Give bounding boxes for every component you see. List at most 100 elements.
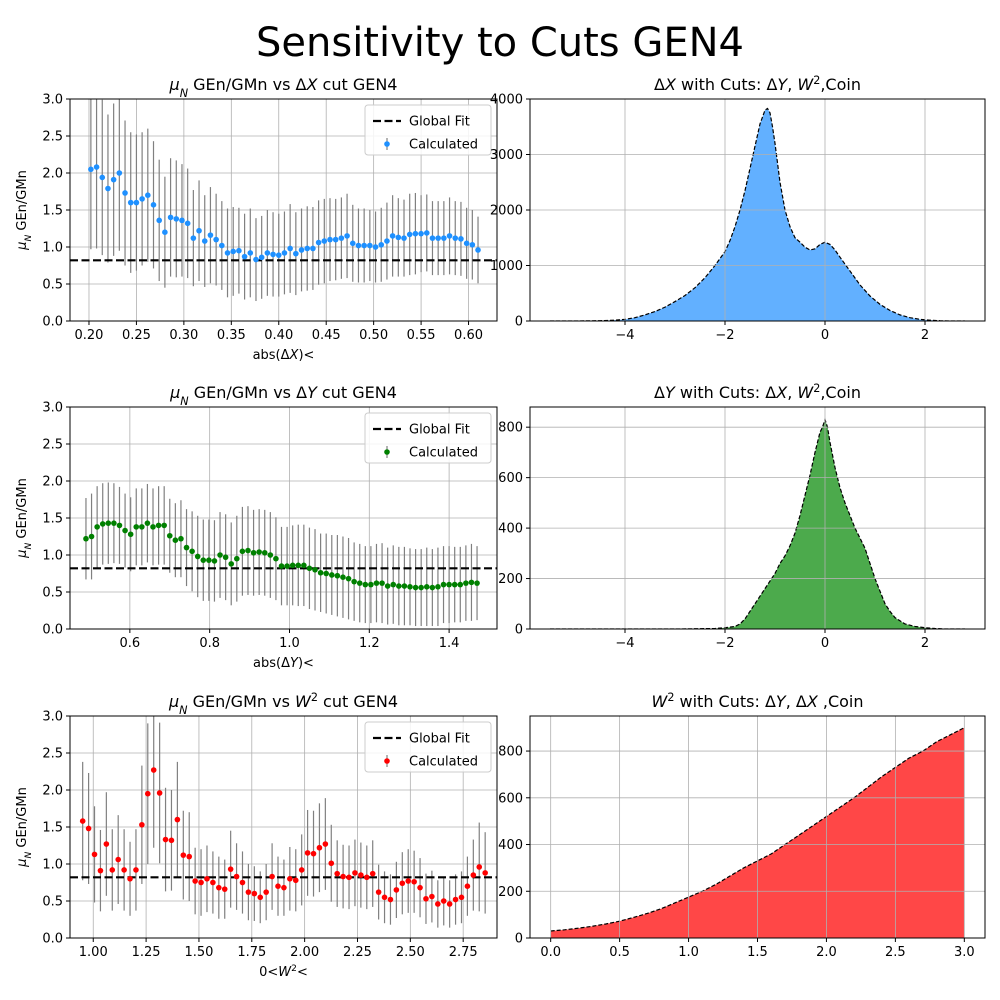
x-tick-label: 0.60	[454, 328, 483, 343]
scatter-series	[70, 99, 497, 302]
data-point	[435, 901, 441, 907]
data-point	[457, 581, 464, 588]
data-point	[367, 242, 373, 249]
data-point	[379, 580, 385, 586]
data-point	[440, 898, 447, 904]
data-point	[200, 557, 207, 563]
histogram-outline	[550, 107, 965, 321]
x-tick-label: 0.40	[264, 328, 293, 343]
data-point	[83, 535, 89, 542]
y-tick-label: 1000	[490, 259, 523, 274]
scatter-series	[70, 716, 497, 928]
data-point	[184, 220, 191, 227]
grid-lines	[530, 407, 985, 630]
x-tick-label: 0.6	[120, 636, 141, 651]
x-tick-label: 0.8	[199, 636, 220, 651]
data-point	[389, 233, 396, 239]
data-point	[99, 521, 106, 527]
data-point	[88, 533, 95, 540]
data-point	[310, 850, 317, 857]
data-point	[85, 825, 92, 832]
x-tick-label: 2.5	[885, 945, 906, 960]
data-point	[423, 584, 430, 590]
x-tick-label: 1.4	[439, 636, 460, 651]
data-point	[115, 856, 121, 863]
data-point	[88, 166, 94, 173]
data-point	[429, 893, 435, 900]
data-point	[162, 836, 169, 843]
x-tick-label: 0.25	[122, 328, 151, 343]
x-tick-label: 2.00	[290, 945, 319, 960]
data-point	[156, 790, 163, 796]
data-point	[253, 256, 259, 263]
data-point	[99, 174, 106, 181]
data-point	[412, 230, 419, 237]
x-tick-label: 2.75	[449, 945, 478, 960]
data-point	[451, 581, 458, 588]
data-point	[458, 236, 464, 242]
legend-point-swatch	[384, 141, 390, 147]
data-point	[284, 563, 290, 569]
y-tick-label: 0.5	[42, 278, 63, 293]
data-point	[334, 572, 341, 579]
x-tick-label: 1.25	[132, 945, 161, 960]
data-point	[446, 901, 453, 907]
x-tick-label: 0.45	[312, 328, 341, 343]
data-point	[186, 853, 193, 860]
legend: Global Fit Calculated	[364, 104, 492, 156]
data-point	[116, 522, 123, 529]
data-point	[327, 236, 333, 243]
chart-dx_hist: −4 −2 0 2 0 1000 2000 3000 4000 ΔX with Cuts: ΔY,…	[490, 74, 986, 343]
data-point	[155, 522, 162, 529]
chart-title: μN GEn/GMn vs W2 cut GEN4	[168, 691, 398, 717]
chart-title: μN GEn/GMn vs ΔY cut GEN4	[169, 383, 397, 408]
data-point	[361, 242, 367, 249]
data-point	[156, 217, 162, 224]
data-point	[167, 214, 174, 221]
data-point	[446, 581, 452, 588]
data-point	[375, 889, 382, 895]
data-point	[91, 851, 98, 858]
y-tick-label: 800	[498, 421, 523, 436]
y-tick-label: 2.0	[42, 784, 63, 799]
data-point	[213, 236, 219, 243]
data-point	[278, 563, 285, 569]
y-tick-label: 2000	[490, 204, 523, 219]
data-point	[293, 250, 299, 257]
legend-calculated-label: Calculated	[409, 446, 478, 461]
x-tick-label: 0.55	[407, 328, 436, 343]
y-tick-label: 1.5	[42, 821, 63, 836]
data-point	[301, 562, 307, 569]
data-point	[192, 878, 198, 884]
data-point	[144, 520, 151, 526]
data-point	[412, 584, 419, 591]
data-point	[127, 876, 133, 882]
x-axis-label: 0<W2<	[259, 964, 308, 980]
y-axis-label: μN GEn/GMn	[15, 478, 34, 559]
x-tick-label: 2.50	[396, 945, 425, 960]
data-point	[190, 235, 197, 241]
data-point	[474, 580, 480, 586]
data-point	[351, 578, 357, 585]
data-point	[316, 844, 323, 851]
y-tick-label: 1.0	[42, 241, 63, 256]
chart-title: W2 with Cuts: ΔY, ΔX ,Coin	[651, 691, 863, 712]
data-point	[363, 874, 370, 881]
data-point	[470, 872, 477, 878]
data-point	[198, 879, 204, 886]
chart-dy_hist: −4 −2 0 2 0 200 400 600 800 ΔY with Cuts: ΔX, W2,…	[498, 382, 986, 651]
x-tick-label: 1.75	[237, 945, 266, 960]
x-axis-label: abs(ΔX)<	[253, 348, 315, 363]
chart-dy_scan: 0.6 0.8 1.0 1.2 1.4 0.0 0.5 1.0 1.5 2.0 2.5 3.0 μN G…	[15, 383, 498, 671]
data-point	[362, 581, 369, 588]
data-point	[133, 867, 139, 873]
legend-point-swatch	[384, 449, 390, 455]
data-point	[381, 894, 388, 901]
data-point	[344, 233, 350, 239]
x-tick-label: −2	[715, 636, 734, 651]
x-tick-label: 0.35	[217, 328, 246, 343]
data-point	[162, 229, 168, 235]
data-point	[127, 531, 134, 538]
x-tick-label: −4	[615, 328, 634, 343]
data-point	[345, 575, 352, 582]
